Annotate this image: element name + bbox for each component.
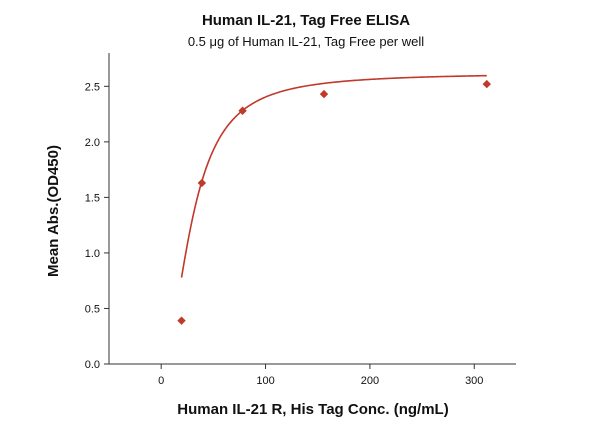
x-tick-label: 100 — [256, 375, 274, 387]
y-tick-label: 1.0 — [85, 248, 100, 260]
chart-title: Human IL-21, Tag Free ELISA — [202, 12, 410, 29]
axes — [108, 53, 516, 365]
fit-curve — [180, 74, 487, 278]
data-point — [177, 316, 186, 325]
x-ticks: 0 100 200 300 — [158, 364, 483, 387]
y-tick-label: 1.5 — [85, 192, 100, 204]
x-tick-label: 200 — [361, 375, 379, 387]
y-axis-label: Mean Abs.(OD450) — [45, 145, 62, 277]
y-tick-label: 0.5 — [85, 303, 100, 315]
x-axis-label: Human IL-21 R, His Tag Conc. (ng/mL) — [177, 401, 448, 418]
data-points — [177, 79, 491, 325]
y-tick-label: 0.0 — [85, 359, 100, 371]
data-point — [197, 178, 207, 188]
y-tick-label: 2.5 — [85, 81, 100, 93]
data-point — [482, 79, 491, 89]
x-tick-label: 0 — [158, 375, 164, 387]
chart-subtitle: 0.5 μg of Human IL-21, Tag Free per well — [188, 34, 424, 49]
data-point — [238, 106, 247, 115]
x-tick-label: 300 — [465, 375, 483, 387]
data-point — [319, 89, 329, 99]
y-ticks: 0.0 0.5 1.0 1.5 2.0 2.5 — [85, 81, 109, 371]
y-tick-label: 2.0 — [85, 137, 100, 149]
